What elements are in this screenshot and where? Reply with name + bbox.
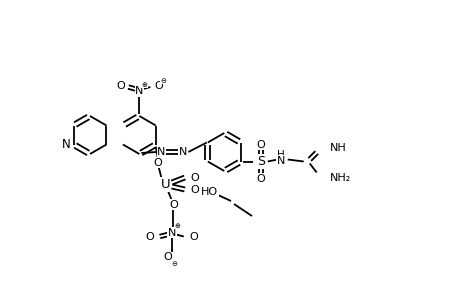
Text: N: N xyxy=(179,147,187,157)
Text: N: N xyxy=(135,86,143,96)
Text: NH: NH xyxy=(329,142,346,152)
Text: O: O xyxy=(256,140,264,149)
Text: O: O xyxy=(190,184,199,194)
Text: U: U xyxy=(161,178,170,191)
Text: HO: HO xyxy=(201,187,218,197)
Text: N: N xyxy=(157,147,165,157)
Text: O: O xyxy=(163,253,172,262)
Text: O: O xyxy=(189,232,198,242)
Text: O: O xyxy=(145,232,154,242)
Text: O: O xyxy=(190,172,199,182)
Text: H: H xyxy=(276,149,284,160)
Text: N: N xyxy=(167,227,176,238)
Text: S: S xyxy=(256,155,264,168)
Text: O: O xyxy=(154,81,162,91)
Text: ⊖: ⊖ xyxy=(170,260,176,266)
Text: ⊕: ⊕ xyxy=(174,223,179,229)
Text: N: N xyxy=(276,155,284,166)
Text: O: O xyxy=(256,173,264,184)
Text: O: O xyxy=(169,200,178,209)
Text: ⊕: ⊕ xyxy=(141,82,147,88)
Text: NH₂: NH₂ xyxy=(329,172,350,182)
Text: N: N xyxy=(62,138,70,151)
Text: O: O xyxy=(116,81,124,91)
Text: O: O xyxy=(153,158,162,167)
Text: ⊖: ⊖ xyxy=(160,78,166,84)
